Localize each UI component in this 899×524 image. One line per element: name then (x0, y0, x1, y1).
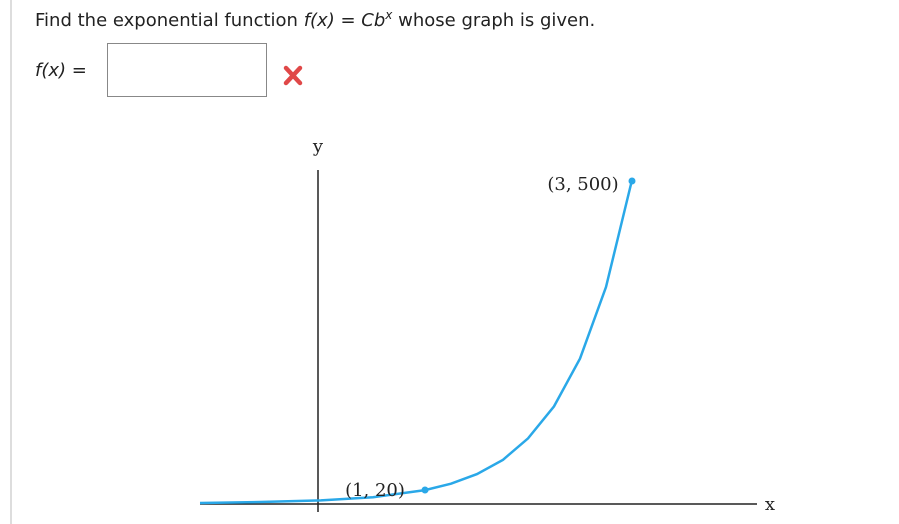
base: Cb (361, 10, 386, 31)
point (421, 486, 429, 494)
point-label: (3, 500) (547, 174, 618, 195)
function-name: f(x) (303, 10, 335, 31)
answer-label: f(x) = (35, 60, 87, 81)
question-lead: Find the exponential function (35, 10, 298, 31)
question-tail: whose graph is given. (398, 10, 596, 31)
answer-equals: = (71, 60, 87, 81)
question: Find the exponential function f(x) = Cbx… (35, 8, 595, 31)
frame-border (10, 0, 12, 524)
y-axis-label: y (312, 136, 324, 157)
answer-input[interactable] (107, 43, 267, 97)
point (628, 177, 636, 185)
exponent: x (385, 8, 393, 22)
equals: = (340, 10, 356, 31)
x-axis-label: x (765, 494, 775, 515)
wrong-mark (283, 65, 303, 86)
answer-function: f(x) (35, 60, 67, 81)
point-label: (1, 20) (345, 480, 405, 501)
curve (199, 179, 634, 505)
